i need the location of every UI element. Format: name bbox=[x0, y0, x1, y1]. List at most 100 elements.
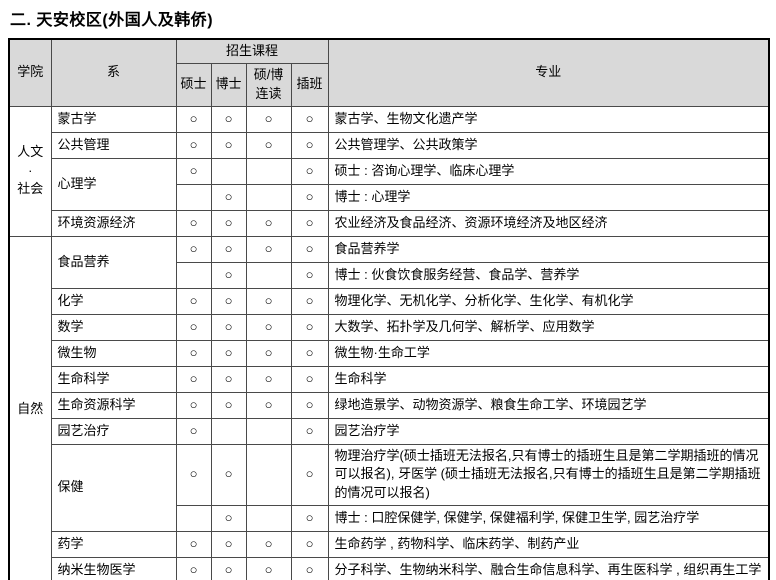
table-row: ○ ○ 博士 : 口腔保健学, 保健学, 保健福利学, 保健卫生学, 园艺治疗学 bbox=[9, 505, 770, 533]
offered-mark: ○ bbox=[245, 339, 292, 367]
header-courses: 招生课程 bbox=[175, 38, 329, 64]
major-cell: 园艺治疗学 bbox=[327, 417, 770, 445]
table-row: ○ ○ 博士 : 伙食饮食服务经营、食品学、营养学 bbox=[9, 261, 770, 289]
section-title: 二. 天安校区(外国人及韩侨) bbox=[10, 12, 214, 29]
header-doctor: 博士 bbox=[210, 62, 247, 107]
not-offered-blank bbox=[175, 183, 212, 211]
department-cell: 数学 bbox=[50, 313, 177, 341]
admission-table: 学院 系 招生课程 专业 硕士 博士 硕/博连读 插班 人文 · 社会 蒙古学 ○ ○… bbox=[8, 38, 771, 580]
department-cell: 药学 bbox=[50, 531, 177, 559]
offered-mark: ○ bbox=[175, 209, 212, 237]
department-cell: 心理学 bbox=[50, 157, 177, 211]
major-cell: 蒙古学、生物文化遗产学 bbox=[327, 105, 770, 133]
header-department: 系 bbox=[50, 38, 177, 107]
offered-mark: ○ bbox=[290, 557, 329, 580]
offered-mark: ○ bbox=[245, 391, 292, 419]
offered-mark: ○ bbox=[290, 339, 329, 367]
college-group-cell: 人文 · 社会 bbox=[8, 105, 52, 237]
department-cell: 保健 bbox=[50, 443, 177, 533]
offered-mark: ○ bbox=[210, 131, 247, 159]
header-master: 硕士 bbox=[175, 62, 212, 107]
header-transfer: 插班 bbox=[290, 62, 329, 107]
table-row: 自然 食品营养 ○ ○ ○ ○ 食品营养学 bbox=[8, 235, 770, 580]
offered-mark: ○ bbox=[245, 131, 292, 159]
offered-mark: ○ bbox=[210, 339, 247, 367]
offered-mark: ○ bbox=[210, 505, 247, 533]
major-cell: 绿地造景学、动物资源学、粮食生命工学、环境园艺学 bbox=[327, 391, 770, 419]
department-cell: 公共管理 bbox=[50, 131, 177, 159]
table-row: 园艺治疗 ○ ○ 园艺治疗学 bbox=[9, 417, 770, 445]
offered-mark: ○ bbox=[175, 287, 212, 315]
table-row: ○ ○ 博士 : 心理学 bbox=[9, 183, 770, 211]
offered-mark: ○ bbox=[175, 365, 212, 393]
offered-mark: ○ bbox=[175, 443, 212, 507]
offered-mark: ○ bbox=[175, 313, 212, 341]
not-offered-blank bbox=[245, 157, 292, 185]
offered-mark: ○ bbox=[210, 557, 247, 580]
offered-mark: ○ bbox=[290, 157, 329, 185]
offered-mark: ○ bbox=[290, 105, 329, 133]
offered-mark: ○ bbox=[175, 417, 212, 445]
table-row: 微生物 ○ ○ ○ ○ 微生物·生命工学 bbox=[9, 339, 770, 367]
table-row: 数学 ○ ○ ○ ○ 大数学、拓扑学及几何学、解析学、应用数学 bbox=[9, 313, 770, 341]
major-cell: 硕士 : 咨询心理学、临床心理学 bbox=[327, 157, 770, 185]
offered-mark: ○ bbox=[290, 365, 329, 393]
major-cell: 分子科学、生物纳米科学、融合生命信息科学、再生医科学 , 组织再生工学 bbox=[327, 557, 770, 580]
major-cell: 生命药学 , 药物科学、临床药学、制药产业 bbox=[327, 531, 770, 559]
offered-mark: ○ bbox=[290, 417, 329, 445]
major-cell: 食品营养学 bbox=[327, 235, 770, 263]
not-offered-blank bbox=[210, 157, 247, 185]
major-cell: 物理化学、无机化学、分析化学、生化学、有机化学 bbox=[327, 287, 770, 315]
offered-mark: ○ bbox=[210, 209, 247, 237]
offered-mark: ○ bbox=[290, 391, 329, 419]
department-cell: 园艺治疗 bbox=[50, 417, 177, 445]
table-row: 心理学 ○ ○ 硕士 : 咨询心理学、临床心理学 bbox=[9, 157, 770, 211]
not-offered-blank bbox=[245, 261, 292, 289]
major-cell: 公共管理学、公共政策学 bbox=[327, 131, 770, 159]
header-combined: 硕/博连读 bbox=[245, 62, 292, 107]
offered-mark: ○ bbox=[290, 443, 329, 507]
department-cell: 生命资源科学 bbox=[50, 391, 177, 419]
department-cell: 食品营养 bbox=[50, 235, 177, 289]
not-offered-blank bbox=[245, 505, 292, 533]
offered-mark: ○ bbox=[210, 261, 247, 289]
offered-mark: ○ bbox=[210, 105, 247, 133]
college-group-cell: 自然 bbox=[8, 235, 52, 580]
not-offered-blank bbox=[175, 261, 212, 289]
offered-mark: ○ bbox=[175, 557, 212, 580]
major-cell: 物理治疗学(硕士插班无法报名,只有博士的插班生且是第二学期插班的情况可以报名),… bbox=[327, 443, 770, 507]
major-cell: 大数学、拓扑学及几何学、解析学、应用数学 bbox=[327, 313, 770, 341]
offered-mark: ○ bbox=[175, 339, 212, 367]
offered-mark: ○ bbox=[175, 235, 212, 263]
table-row: 生命资源科学 ○ ○ ○ ○ 绿地造景学、动物资源学、粮食生命工学、环境园艺学 bbox=[9, 391, 770, 419]
offered-mark: ○ bbox=[210, 391, 247, 419]
offered-mark: ○ bbox=[175, 131, 212, 159]
major-cell: 生命科学 bbox=[327, 365, 770, 393]
offered-mark: ○ bbox=[210, 183, 247, 211]
offered-mark: ○ bbox=[290, 261, 329, 289]
not-offered-blank bbox=[245, 417, 292, 445]
major-cell: 微生物·生命工学 bbox=[327, 339, 770, 367]
offered-mark: ○ bbox=[290, 183, 329, 211]
table-row: 药学 ○ ○ ○ ○ 生命药学 , 药物科学、临床药学、制药产业 bbox=[9, 531, 770, 559]
offered-mark: ○ bbox=[175, 391, 212, 419]
major-cell: 农业经济及食品经济、资源环境经济及地区经济 bbox=[327, 209, 770, 237]
offered-mark: ○ bbox=[210, 313, 247, 341]
major-cell: 博士 : 伙食饮食服务经营、食品学、营养学 bbox=[327, 261, 770, 289]
table-row: 生命科学 ○ ○ ○ ○ 生命科学 bbox=[9, 365, 770, 393]
table-header: 学院 系 招生课程 专业 硕士 博士 硕/博连读 插班 bbox=[8, 38, 770, 107]
department-cell: 生命科学 bbox=[50, 365, 177, 393]
offered-mark: ○ bbox=[290, 531, 329, 559]
header-college: 学院 bbox=[8, 38, 52, 107]
offered-mark: ○ bbox=[175, 157, 212, 185]
department-cell: 环境资源经济 bbox=[50, 209, 177, 237]
major-cell: 博士 : 口腔保健学, 保健学, 保健福利学, 保健卫生学, 园艺治疗学 bbox=[327, 505, 770, 533]
offered-mark: ○ bbox=[175, 531, 212, 559]
offered-mark: ○ bbox=[210, 531, 247, 559]
offered-mark: ○ bbox=[290, 505, 329, 533]
offered-mark: ○ bbox=[245, 313, 292, 341]
table-row: 环境资源经济 ○ ○ ○ ○ 农业经济及食品经济、资源环境经济及地区经济 bbox=[9, 209, 770, 237]
offered-mark: ○ bbox=[290, 287, 329, 315]
offered-mark: ○ bbox=[245, 557, 292, 580]
